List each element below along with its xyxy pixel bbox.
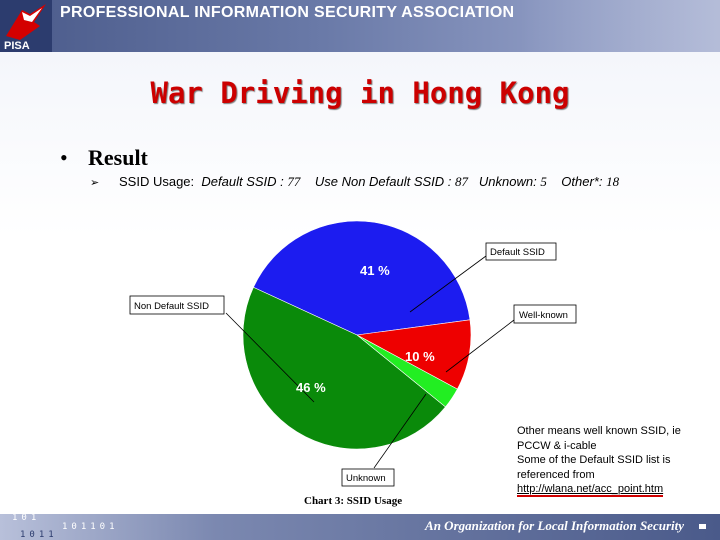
- percent-label-default: 41 %: [360, 263, 390, 278]
- unknown-label: Unknown:: [478, 174, 537, 189]
- callout-well-known: Well-known: [519, 310, 568, 321]
- pie-slice-non-default: [242, 286, 446, 450]
- footer-binary-1: 101: [12, 513, 41, 523]
- default-ssid-value: 77: [287, 174, 301, 189]
- footer-banner: [0, 514, 720, 540]
- default-ssid-label: Default SSID :: [201, 174, 284, 189]
- pisa-logo: PISA: [0, 0, 52, 52]
- pie-slice-default-ssid: [253, 220, 471, 336]
- reference-link[interactable]: http://wlana.net/acc_point.htm: [517, 483, 664, 497]
- leader-well-known: [445, 319, 515, 373]
- header-banner: PISA PROFESSIONAL INFORMATION SECURITY A…: [0, 0, 720, 52]
- callout-default-ssid: Default SSID: [490, 247, 545, 258]
- percent-label-well-known: 10 %: [405, 349, 435, 364]
- header-decoration: [520, 0, 720, 52]
- nondefault-ssid-value: 87: [455, 174, 469, 189]
- note-line: referenced from: [517, 468, 595, 481]
- nondefault-ssid-label: Use Non Default SSID :: [314, 174, 452, 189]
- leader-non-default: [225, 312, 315, 403]
- footer-binary-3: 1011: [20, 530, 58, 540]
- callout-non-default: Non Default SSID: [134, 301, 209, 312]
- leader-unknown: [373, 393, 427, 469]
- ssid-usage-line: SSID Usage: Default SSID : 77 Use Non De…: [119, 174, 619, 190]
- svg-text:PISA: PISA: [4, 40, 30, 52]
- slide-title: War Driving in Hong Kong: [150, 76, 570, 110]
- footer-square-icon: [699, 524, 706, 529]
- arrow-bullet-icon: ➢: [90, 177, 100, 189]
- callout-unknown: Unknown: [346, 473, 386, 484]
- leader-default-ssid: [409, 255, 487, 313]
- unknown-value: 5: [540, 174, 547, 189]
- percent-label-non-default: 46 %: [296, 380, 326, 395]
- ssid-usage-label: SSID Usage:: [119, 174, 195, 189]
- footer-tagline: An Organization for Local Information Se…: [425, 518, 684, 533]
- other-value: 18: [606, 174, 620, 189]
- note-line: PCCW & i-cable: [517, 439, 597, 452]
- note-line: Other means well known SSID, ie: [517, 425, 681, 437]
- note-line: Some of the Default SSID list is: [517, 454, 671, 466]
- bullet-result: Result: [88, 145, 148, 170]
- chart-caption: Chart 3: SSID Usage: [304, 495, 402, 507]
- org-title: PROFESSIONAL INFORMATION SECURITY ASSOCI…: [60, 4, 515, 21]
- other-label: Other*:: [561, 174, 603, 189]
- note-block: Other means well known SSID, ie PCCW & i…: [517, 424, 712, 497]
- footer-binary-2: 101101: [62, 522, 119, 532]
- bullet-icon: •: [60, 145, 68, 170]
- pie-slice-well-known: [356, 319, 472, 390]
